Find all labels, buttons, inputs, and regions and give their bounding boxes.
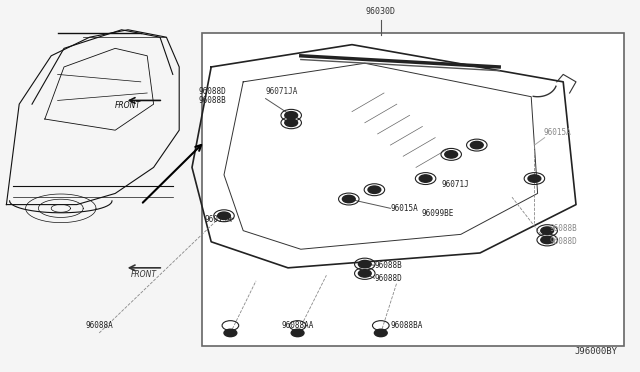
Text: 96071J: 96071J [442, 180, 469, 189]
Text: FRONT: FRONT [115, 101, 141, 110]
Text: 96071JA: 96071JA [266, 87, 298, 96]
Text: 96088B: 96088B [549, 224, 577, 232]
Bar [202, 33, 624, 346]
Circle shape [374, 329, 387, 337]
Circle shape [368, 186, 381, 193]
Text: 96088A: 96088A [85, 321, 113, 330]
Text: 96088D: 96088D [549, 237, 577, 246]
Text: 96088B: 96088B [198, 96, 226, 105]
Circle shape [218, 212, 230, 219]
Text: 96099BE: 96099BE [421, 209, 454, 218]
Circle shape [285, 112, 298, 119]
Text: 96015A: 96015A [544, 128, 572, 137]
Text: J96000BY: J96000BY [575, 347, 618, 356]
Circle shape [470, 141, 483, 149]
Text: 96088AA: 96088AA [282, 321, 314, 330]
Text: 96088D: 96088D [198, 87, 226, 96]
Text: 96088B: 96088B [374, 261, 402, 270]
Circle shape [541, 227, 554, 234]
Circle shape [419, 175, 432, 182]
Text: FRONT: FRONT [131, 270, 157, 279]
Circle shape [285, 119, 298, 126]
Text: 96088BA: 96088BA [390, 321, 422, 330]
Circle shape [528, 175, 541, 182]
Text: 96015A: 96015A [205, 215, 232, 224]
Circle shape [291, 329, 304, 337]
Text: 96015A: 96015A [390, 204, 418, 213]
Text: 96088D: 96088D [374, 274, 402, 283]
Text: 96030D: 96030D [366, 7, 396, 16]
Circle shape [445, 151, 458, 158]
Circle shape [358, 260, 371, 268]
Circle shape [358, 270, 371, 277]
Circle shape [342, 195, 355, 203]
Circle shape [224, 329, 237, 337]
Circle shape [541, 236, 554, 244]
